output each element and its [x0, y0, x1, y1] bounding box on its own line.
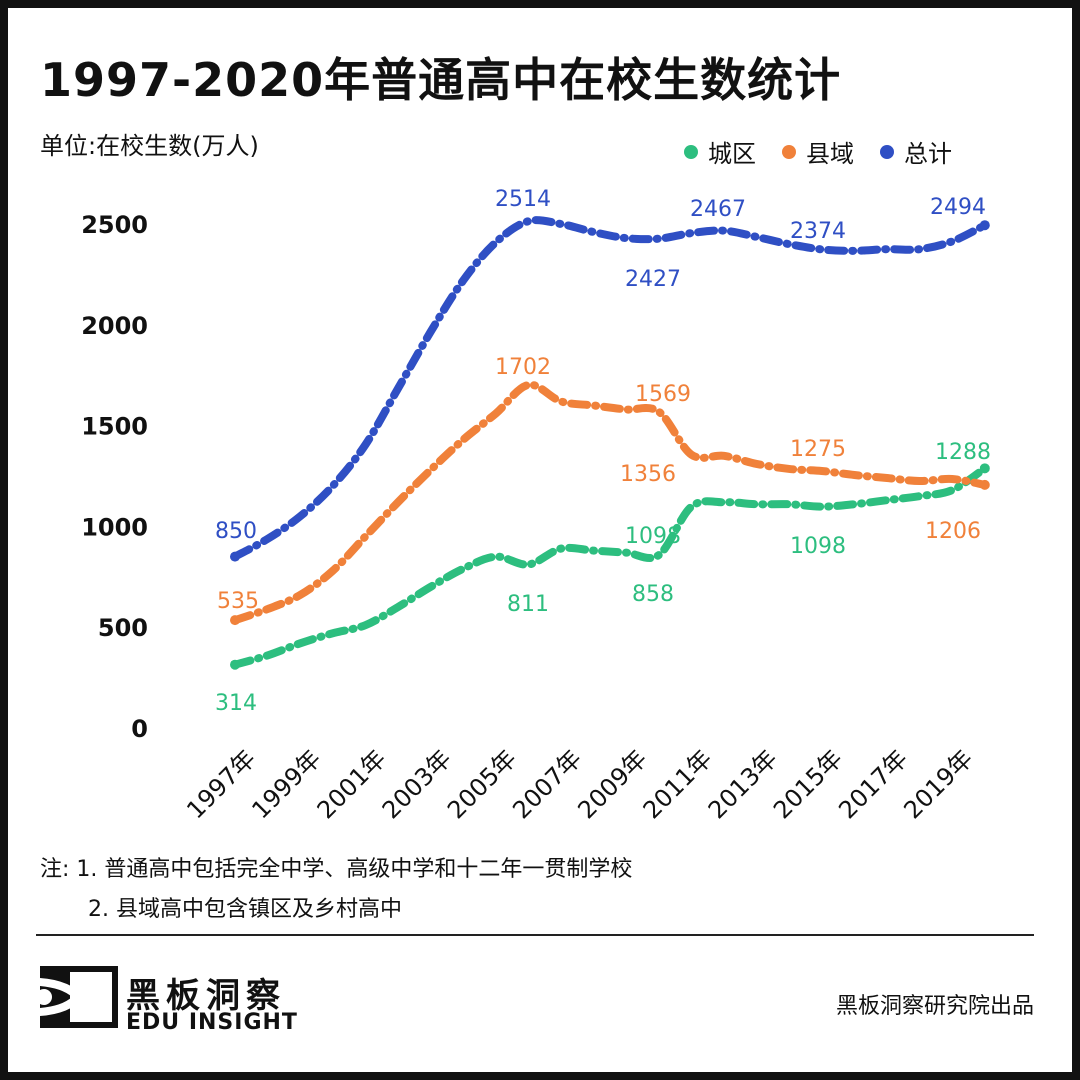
legend-item-urban: 城区	[684, 134, 756, 169]
legend: 城区 县域 总计	[684, 134, 952, 169]
endpoint-marker	[979, 479, 990, 490]
brand-name-en: EDU INSIGHT	[126, 1010, 298, 1035]
legend-label: 城区	[708, 140, 756, 168]
x-tick-label: 1999年	[246, 744, 326, 824]
y-tick-label: 1500	[81, 413, 148, 441]
brand-name-cn: 黑板洞察	[126, 976, 286, 1016]
x-tick-label: 1997年	[181, 744, 261, 824]
x-tick-label: 2007年	[507, 744, 587, 824]
data-label: 2514	[495, 187, 551, 212]
x-tick-label: 2003年	[377, 744, 457, 824]
x-tick-label: 2019年	[898, 744, 978, 824]
notes: 注: 1. 普通高中包括完全中学、高级中学和十二年一贯制学校 2. 县域高中包含…	[40, 850, 632, 930]
legend-item-total: 总计	[880, 134, 952, 169]
data-label: 1098	[625, 524, 681, 549]
data-label: 2467	[690, 197, 746, 222]
data-label: 1275	[790, 437, 846, 462]
legend-dot	[782, 144, 796, 159]
series-line-urban	[231, 464, 989, 669]
y-tick-label: 1000	[81, 513, 148, 541]
legend-label: 县域	[806, 140, 854, 168]
divider	[36, 934, 1034, 936]
data-label: 535	[217, 589, 259, 614]
endpoint-marker	[230, 551, 240, 562]
legend-item-county: 县域	[782, 134, 854, 169]
data-label: 858	[632, 582, 674, 607]
legend-dot	[880, 144, 894, 159]
data-label: 1356	[620, 462, 676, 487]
y-tick-label: 2000	[81, 312, 148, 340]
data-label: 2494	[930, 195, 986, 220]
unit-label: 单位:在校生数(万人)	[40, 132, 259, 160]
note-1: 1. 普通高中包括完全中学、高级中学和十二年一贯制学校	[76, 857, 633, 882]
endpoint-marker	[979, 463, 990, 474]
data-label: 2427	[625, 267, 681, 292]
x-tick-label: 2009年	[572, 744, 652, 824]
line-chart: 0 500 1000 1500 2000 2500 1997年1999年2001年2003年…	[81, 187, 991, 824]
data-label: 850	[215, 519, 257, 544]
x-tick-label: 2011年	[638, 744, 718, 824]
data-label: 1288	[935, 440, 991, 465]
legend-dot	[684, 144, 698, 159]
eye-logo-icon	[40, 966, 118, 1028]
endpoint-marker	[230, 659, 240, 670]
data-label: 1098	[790, 534, 846, 559]
y-tick-label: 500	[98, 614, 148, 642]
x-tick-label: 2013年	[703, 744, 783, 824]
data-label: 2374	[790, 219, 846, 244]
x-tick-label: 2015年	[768, 744, 848, 824]
notes-prefix: 注:	[40, 857, 70, 882]
y-tick-label: 0	[131, 715, 148, 743]
page-title: 1997-2020年普通高中在校生数统计	[40, 53, 842, 107]
series-line-total	[231, 216, 989, 561]
data-label: 1206	[925, 519, 981, 544]
endpoint-marker	[230, 615, 240, 626]
data-label: 811	[507, 592, 549, 617]
legend-label: 总计	[904, 140, 952, 168]
x-tick-label: 2001年	[312, 744, 392, 824]
data-label: 314	[215, 691, 257, 716]
x-tick-label: 2017年	[833, 744, 913, 824]
series-line-county	[231, 380, 989, 625]
credit: 黑板洞察研究院出品	[835, 994, 1034, 1019]
note-2: 2. 县域高中包含镇区及乡村高中	[88, 897, 402, 922]
data-label: 1702	[495, 355, 551, 380]
x-tick-label: 2005年	[442, 744, 522, 824]
y-tick-label: 2500	[81, 211, 148, 239]
endpoint-marker	[979, 220, 990, 231]
data-label: 1569	[635, 382, 691, 407]
